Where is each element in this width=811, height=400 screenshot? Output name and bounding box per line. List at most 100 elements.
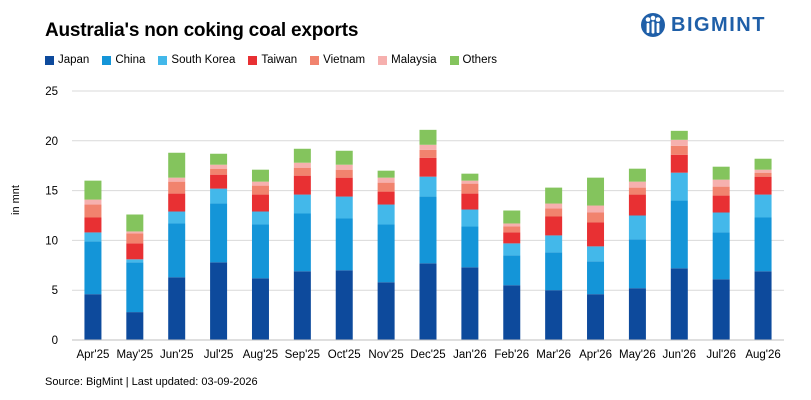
bar-segment [628,215,646,240]
bar-segment [335,150,353,165]
bar-segment [419,129,437,145]
bar-segment [210,164,228,169]
bar-segment [670,130,688,140]
legend-item: Others [449,54,497,66]
x-tick-label: Jun'26 [663,349,697,361]
bar-segment [335,270,353,340]
bar-segment [628,288,646,340]
bar-segment [84,217,102,233]
bar-segment [712,195,730,213]
bar-segment [251,194,269,212]
legend-item: Japan [45,54,89,66]
bar-segment [251,211,269,225]
legend-swatch [310,55,320,65]
legend-swatch [449,55,459,65]
bar-segment [84,294,102,340]
bar-segment [545,235,563,253]
bar-segment [335,169,353,178]
bar-segment [754,194,772,218]
bar-segment [545,216,563,236]
bar-segment [670,139,688,146]
bar-segment [754,158,772,170]
legend-swatch [378,55,388,65]
x-tick-label: Aug'25 [243,349,278,361]
bar-segment [168,211,186,224]
bar-segment [670,154,688,173]
bar-segment [126,231,144,234]
legend-label: South Korea [171,54,236,66]
legend-swatch [248,55,258,65]
y-tick-label: 0 [52,335,58,347]
bar-segment [754,172,772,177]
bar-segment [712,232,730,280]
bar-segment [587,205,605,213]
y-tick-label: 20 [45,136,58,148]
bar-segment [251,185,269,195]
bar-segment [84,241,102,295]
bar-segment [419,144,437,150]
bar-segment [628,187,646,195]
bar-segment [712,166,730,180]
bar-segment [293,175,311,195]
bar-segment [754,271,772,340]
chart-title: Australia's non coking coal exports [45,20,359,41]
x-tick-label: Apr'25 [76,349,109,361]
bar-segment [168,223,186,278]
x-tick-label: Jan'26 [453,349,487,361]
bar-segment [126,214,144,232]
bar-segment [293,167,311,176]
bar-segment [587,261,605,295]
bar-segment [712,279,730,340]
bar-segment [419,263,437,340]
bar-segment [461,193,479,210]
legend-label: China [115,54,146,66]
bar-segment [587,294,605,340]
bar-segment [461,180,479,184]
bar-segment [210,188,228,204]
bar-segment [210,262,228,340]
bar-segment [377,191,395,205]
bar-segment [587,246,605,262]
bar-segment [545,208,563,217]
bar-segment [754,176,772,195]
legend-item: China [102,54,145,66]
bar-segment [126,312,144,340]
bar-segment [251,169,269,182]
legend-label: Japan [58,54,90,66]
legend-swatch [102,55,112,65]
bar-segment [587,177,605,206]
bar-segment [545,187,563,204]
bar-segment [503,243,521,256]
bar-segment [419,149,437,158]
bar-segment [545,252,563,291]
stacked-bar-chart: 0 5 10 15 20 25 Apr'25 May'25 Jun'25 Jul'25 Aug'25… [45,86,784,361]
x-tick-label: Oct'25 [328,349,361,361]
bar-segment [377,177,395,183]
bar-segment [461,173,479,181]
x-tick-label: Jul'25 [204,349,234,361]
bar-segment [377,282,395,340]
legend-item: Malaysia [378,54,437,66]
bar-segment [84,180,102,200]
x-tick-label: Dec'25 [410,349,445,361]
bar-segment [293,213,311,272]
bar-segment [293,148,311,163]
bar-segment [712,212,730,233]
bar-segment [419,157,437,177]
bar-segment [461,226,479,268]
bar-segment [628,194,646,216]
bar-segment [168,181,186,194]
bar-segment [377,170,395,178]
bar-segment [670,145,688,155]
legend-item: Taiwan [248,54,297,66]
bar-segment [712,179,730,187]
x-tick-label: Sep'25 [285,349,320,361]
brand-logo: BIGMINT [640,12,766,38]
bar-segment [503,223,521,227]
x-tick-label: Jun'25 [160,349,194,361]
bar-segment [293,162,311,168]
bar-segment [377,224,395,283]
bar-segment [84,232,102,242]
bar-segment [210,168,228,175]
x-tick-label: Mar'26 [536,349,571,361]
